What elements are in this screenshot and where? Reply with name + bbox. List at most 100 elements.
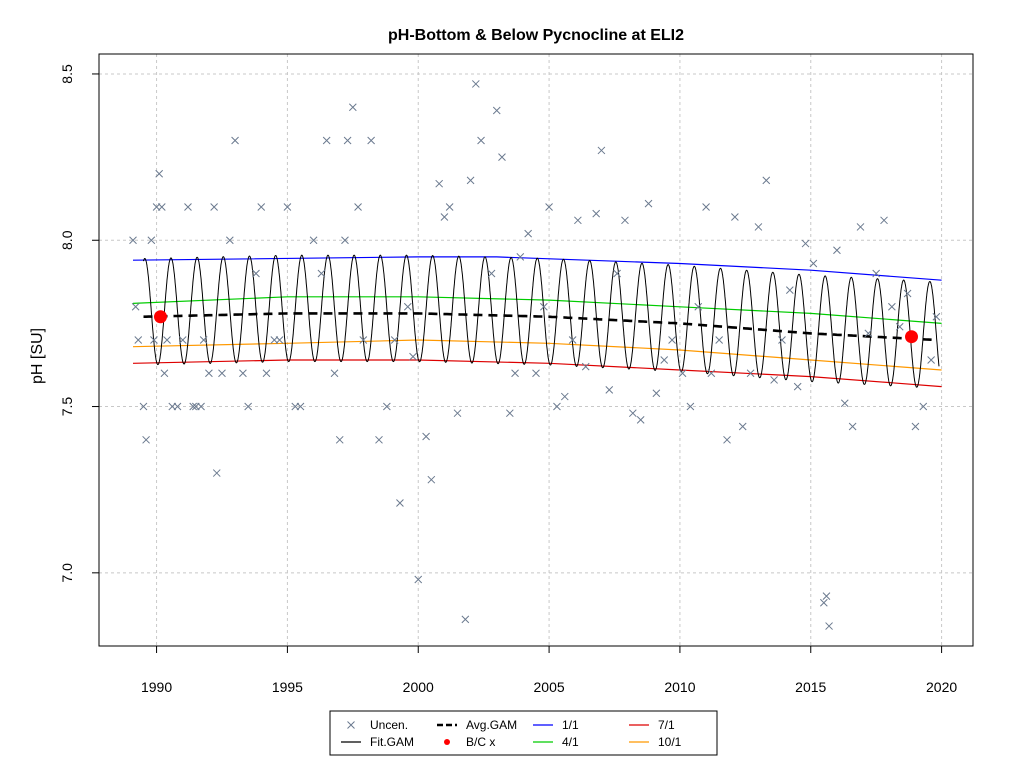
uncensored-point bbox=[409, 352, 417, 361]
uncensored-point bbox=[129, 236, 137, 245]
chart-title: pH-Bottom & Below Pycnocline at ELI2 bbox=[388, 27, 684, 44]
uncensored-point bbox=[927, 356, 935, 364]
uncensored-point bbox=[330, 369, 339, 378]
series-line-fit-gam bbox=[143, 254, 940, 388]
uncensored-point bbox=[184, 203, 192, 211]
uncensored-point bbox=[553, 402, 561, 411]
uncensored-point bbox=[422, 432, 430, 441]
uncensored-point bbox=[445, 203, 454, 211]
legend-label: Fit.GAM bbox=[370, 735, 414, 749]
x-tick-label: 2000 bbox=[403, 679, 434, 695]
uncensored-point bbox=[471, 80, 480, 88]
uncensored-point bbox=[375, 435, 383, 444]
uncensored-point bbox=[605, 386, 614, 394]
uncensored-point bbox=[218, 369, 226, 378]
uncensored-point bbox=[539, 302, 548, 311]
uncensored-point bbox=[778, 336, 786, 344]
uncensored-point bbox=[150, 336, 158, 344]
uncensored-point bbox=[762, 176, 771, 185]
x-tick-label: 2010 bbox=[664, 679, 695, 695]
uncensored-point bbox=[738, 422, 747, 431]
uncensored-point bbox=[597, 146, 606, 155]
uncensored-point bbox=[461, 615, 470, 624]
uncensored-point bbox=[309, 236, 318, 245]
legend-label: Uncen. bbox=[370, 718, 408, 732]
y-tick-label: 7.5 bbox=[59, 397, 75, 417]
uncensored-point bbox=[147, 236, 156, 245]
uncensored-point bbox=[341, 236, 349, 245]
uncensored-point bbox=[317, 269, 326, 278]
uncensored-point bbox=[833, 246, 841, 255]
uncensored-point bbox=[139, 402, 148, 411]
uncensored-point bbox=[403, 302, 412, 311]
uncensored-point bbox=[142, 435, 150, 444]
y-axis-label: pH [SU] bbox=[29, 328, 46, 384]
uncensored-point bbox=[746, 369, 755, 378]
uncensored-point bbox=[516, 253, 525, 261]
series-line-4-1 bbox=[132, 296, 942, 324]
uncensored-point bbox=[888, 302, 896, 311]
uncensored-point bbox=[435, 179, 444, 188]
y-tick-label: 8.5 bbox=[59, 64, 75, 84]
uncensored-point bbox=[822, 592, 831, 600]
uncensored-point bbox=[793, 382, 802, 391]
uncensored-point bbox=[205, 369, 213, 378]
uncensored-point bbox=[396, 499, 404, 507]
uncensored-point bbox=[592, 209, 601, 218]
uncensored-point bbox=[668, 336, 676, 344]
bc-points bbox=[153, 310, 919, 344]
uncensored-point bbox=[390, 336, 399, 344]
x-tick-label: 1990 bbox=[141, 679, 172, 695]
uncensored-point bbox=[173, 402, 182, 411]
uncensored-point bbox=[770, 376, 778, 384]
uncensored-point bbox=[283, 203, 292, 211]
uncensored-point bbox=[160, 369, 169, 378]
uncensored-point bbox=[212, 469, 221, 477]
uncensored-point bbox=[155, 169, 164, 178]
uncensored-point bbox=[239, 369, 247, 378]
uncensored-point bbox=[568, 336, 577, 344]
uncensored-point bbox=[731, 213, 739, 221]
uncensored-point bbox=[848, 422, 857, 431]
uncensored-point bbox=[134, 336, 143, 344]
uncensored-point bbox=[785, 286, 794, 294]
uncensored-point bbox=[903, 289, 912, 298]
uncensored-point bbox=[628, 409, 637, 418]
uncensored-point bbox=[801, 239, 810, 248]
uncensored-point bbox=[895, 322, 904, 331]
uncensored-point bbox=[163, 336, 171, 344]
uncensored-point bbox=[856, 223, 865, 231]
uncensored-point bbox=[231, 136, 239, 145]
uncensored-point bbox=[819, 598, 828, 607]
uncensored-point bbox=[809, 259, 818, 268]
uncensored-point bbox=[131, 302, 140, 311]
uncensored-point bbox=[354, 203, 362, 211]
y-tick-label: 7.0 bbox=[59, 563, 75, 583]
uncensored-point bbox=[252, 269, 260, 278]
x-tick-label: 2015 bbox=[795, 679, 826, 695]
uncensored-point bbox=[545, 203, 553, 211]
uncensored-point bbox=[644, 199, 653, 208]
uncensored-point bbox=[574, 216, 582, 225]
legend-symbol-x bbox=[347, 721, 355, 729]
uncensored-point bbox=[840, 399, 849, 408]
uncensored-point bbox=[686, 402, 695, 411]
uncensored-point bbox=[262, 369, 271, 378]
legend-label: Avg.GAM bbox=[466, 718, 517, 732]
x-tick-label: 2005 bbox=[534, 679, 565, 695]
legend-box bbox=[329, 710, 718, 756]
uncensored-point bbox=[244, 402, 253, 411]
uncensored-point bbox=[532, 369, 540, 378]
uncensored-point bbox=[511, 369, 519, 378]
uncensored-point bbox=[872, 269, 881, 278]
uncensored-point bbox=[880, 216, 888, 225]
uncensored-point bbox=[932, 312, 941, 321]
uncensored-point bbox=[652, 389, 661, 398]
legend-label: 10/1 bbox=[658, 735, 682, 749]
x-tick-label: 2020 bbox=[926, 679, 957, 695]
series-line-1-1 bbox=[132, 256, 942, 281]
uncensored-point bbox=[636, 415, 645, 424]
uncensored-point bbox=[613, 269, 621, 278]
uncensored-point bbox=[581, 362, 590, 371]
uncensored-point bbox=[367, 136, 375, 145]
